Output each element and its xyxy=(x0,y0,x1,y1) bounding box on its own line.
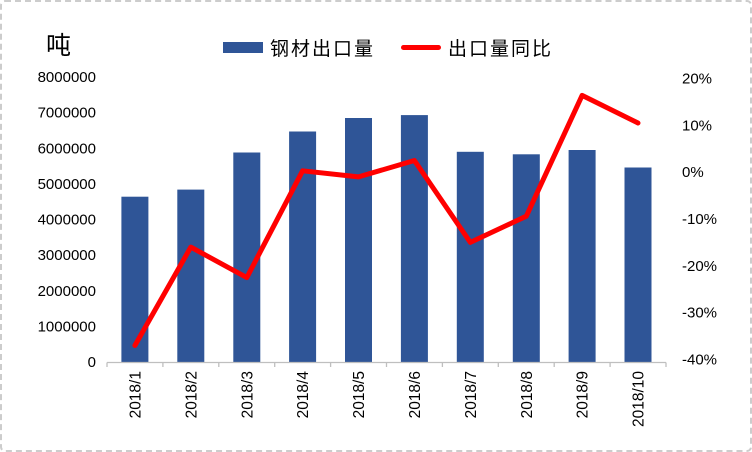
right-axis-tick-label: -10% xyxy=(682,211,717,228)
line-series-swatch-icon xyxy=(401,45,441,50)
right-axis-tick-label: 0% xyxy=(682,164,704,181)
x-axis-category-label: 2018/7 xyxy=(463,371,480,418)
yoy-line xyxy=(132,92,641,348)
right-axis-tick-label: 10% xyxy=(682,117,712,134)
x-axis-category-label: 2018/6 xyxy=(407,371,424,418)
export-volume-bar xyxy=(177,189,205,362)
right-axis-tick-label: -40% xyxy=(682,352,717,369)
export-volume-bar xyxy=(456,151,484,362)
left-axis-unit-label: 吨 xyxy=(46,31,73,60)
x-axis-category-label: 2018/5 xyxy=(351,371,368,418)
x-axis-category-label: 2018/8 xyxy=(519,371,536,418)
line-series-legend-label: 出口量同比 xyxy=(448,38,554,60)
left-axis-tick-label: 2000000 xyxy=(38,283,96,300)
left-axis-tick-label: 3000000 xyxy=(38,247,96,264)
export-volume-bar xyxy=(624,167,652,362)
export-volume-bar xyxy=(568,150,596,362)
x-axis-category-label: 2018/4 xyxy=(295,371,312,419)
export-volume-bar xyxy=(121,196,149,362)
export-volume-bar xyxy=(512,154,540,362)
export-volume-bar xyxy=(345,118,372,362)
left-axis-tick-label: 7000000 xyxy=(38,105,96,122)
right-axis-tick-label: -30% xyxy=(682,305,717,322)
legend: 钢材出口量 出口量同比 xyxy=(14,34,750,61)
left-axis-tick-label: 8000000 xyxy=(38,69,96,86)
x-axis-category-label: 2018/10 xyxy=(631,371,648,427)
left-axis-tick-label: 5000000 xyxy=(38,176,96,193)
bar-series-legend-label: 钢材出口量 xyxy=(269,38,375,60)
left-axis-tick-label: 4000000 xyxy=(38,212,96,229)
x-axis-category-label: 2018/9 xyxy=(575,371,592,418)
right-axis-tick-label: -20% xyxy=(682,258,717,275)
left-axis-tick-label: 0 xyxy=(88,354,96,371)
left-axis-tick-label: 1000000 xyxy=(38,318,96,335)
legend-item-bar-series: 钢材出口量 xyxy=(222,34,375,61)
bar-series-swatch-icon xyxy=(222,42,263,53)
x-axis-category-label: 2018/3 xyxy=(239,371,256,418)
legend-item-line-series: 出口量同比 xyxy=(401,34,553,61)
export-volume-bar xyxy=(400,115,428,362)
x-axis-category-label: 2018/2 xyxy=(183,371,200,418)
right-axis-tick-label: 20% xyxy=(682,71,712,88)
left-axis-tick-label: 6000000 xyxy=(38,140,96,157)
x-axis-category-label: 2018/1 xyxy=(127,371,144,418)
export-volume-bar xyxy=(289,131,317,362)
